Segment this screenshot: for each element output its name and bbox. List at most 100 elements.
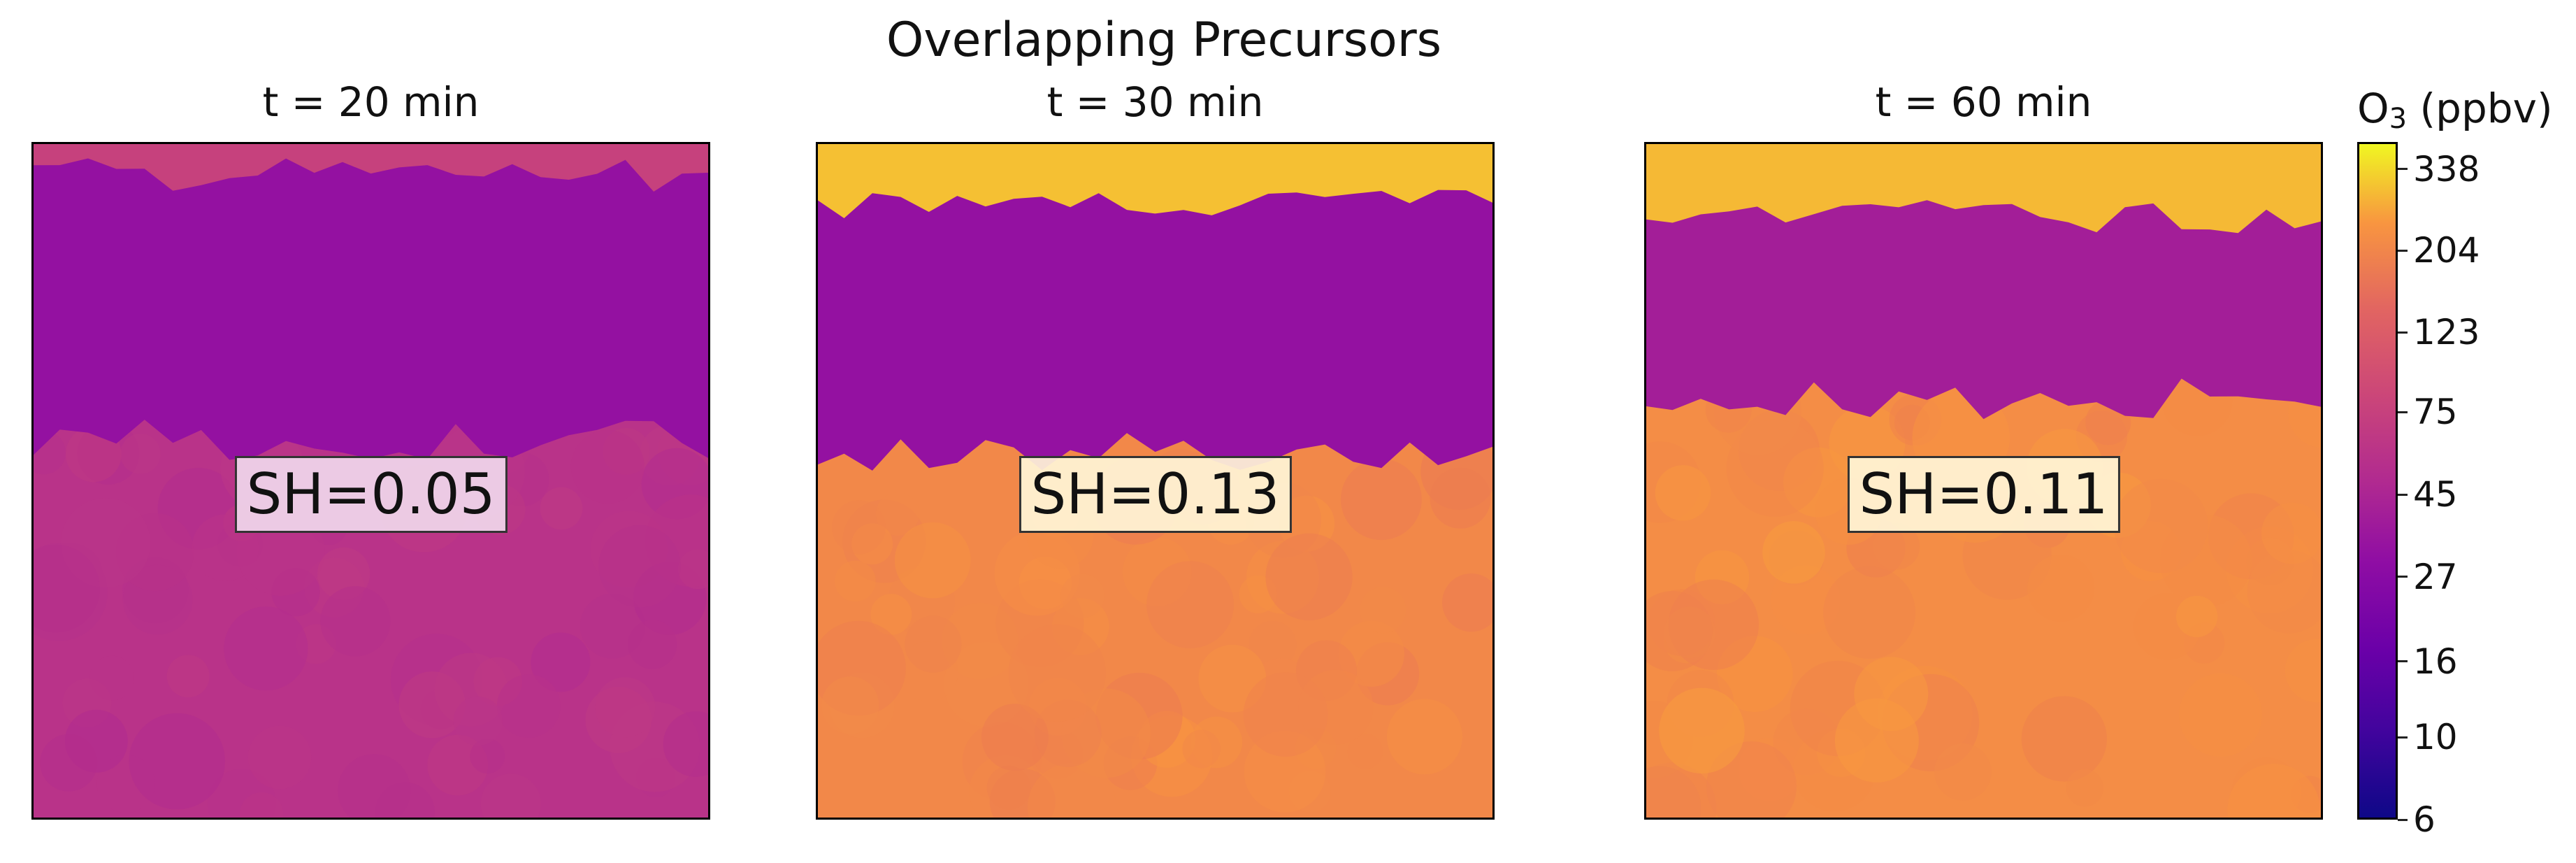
polluted-band-region [816, 190, 1495, 471]
texture-blob [540, 487, 583, 530]
texture-blob [1441, 573, 1495, 632]
texture-blob [1008, 624, 1106, 722]
texture-blob [247, 725, 312, 790]
colorbar-gradient [2357, 142, 2398, 820]
heatmap-panel-2: SH=0.13 [816, 142, 1495, 820]
texture-blob [821, 676, 879, 734]
texture-blob [40, 734, 98, 792]
texture-blob [470, 738, 505, 774]
texture-blob [663, 711, 710, 777]
colorbar-tick-label: 27 [2413, 556, 2458, 597]
texture-blob [2227, 764, 2320, 820]
texture-blob [89, 655, 134, 701]
sh-label-3: SH=0.11 [1847, 455, 2120, 533]
texture-blob [835, 560, 876, 602]
texture-blob [496, 674, 561, 738]
colorbar-tick-label: 10 [2413, 717, 2458, 758]
texture-blob [1340, 459, 1422, 541]
texture-blob [1934, 743, 1992, 801]
texture-blob [2021, 696, 2108, 782]
texture-blob [1386, 699, 1462, 775]
polluted-band-region [1644, 200, 2323, 420]
colorbar-tick-label: 45 [2413, 474, 2458, 515]
texture-blob [531, 632, 591, 692]
texture-blob [1243, 672, 1328, 757]
panel-frame [31, 142, 710, 820]
texture-blob [480, 773, 541, 820]
texture-blob [1027, 763, 1116, 820]
colorbar-tick-label: 6 [2413, 799, 2435, 840]
colorbar-tick [2398, 736, 2408, 739]
colorbar-tick-label: 338 [2413, 148, 2480, 190]
sh-label-1: SH=0.05 [234, 455, 508, 533]
texture-blob [870, 594, 912, 635]
texture-blob [905, 615, 962, 673]
texture-blob [1664, 606, 1716, 659]
colorbar-title-main: O [2357, 85, 2389, 132]
panel-title-2: t = 30 min [1046, 78, 1264, 126]
colorbar-title-sub: 3 [2389, 103, 2408, 135]
colorbar-frame [2357, 142, 2398, 820]
texture-blob [1360, 587, 1406, 634]
colorbar-tick [2398, 168, 2408, 171]
texture-blob [570, 429, 645, 504]
texture-blob [1823, 566, 1916, 659]
colorbar-tick [2398, 576, 2408, 578]
texture-blob [894, 522, 971, 599]
colorbar-title-unit: (ppbv) [2407, 85, 2553, 132]
texture-blob [453, 696, 503, 746]
colorbar-tick-label: 123 [2413, 312, 2480, 353]
texture-blob [2027, 554, 2095, 622]
colorbar-tick-label: 204 [2413, 230, 2480, 271]
texture-blob [166, 655, 210, 698]
texture-blob [31, 544, 100, 633]
texture-blob [129, 713, 226, 810]
colorbar-tick [2398, 493, 2408, 496]
texture-blob [831, 500, 886, 555]
colorbar-title: O3 (ppbv) [2357, 84, 2553, 143]
texture-blob [677, 549, 710, 590]
colorbar-tick [2398, 249, 2408, 252]
colorbar-tick [2398, 660, 2408, 663]
panel-title-3: t = 60 min [1875, 78, 2092, 126]
texture-blob [1873, 522, 1920, 570]
colorbar-tick [2398, 411, 2408, 413]
panel-title-1: t = 20 min [262, 78, 480, 126]
texture-blob [2179, 673, 2263, 757]
texture-blob [1655, 465, 1711, 521]
texture-blob [2113, 478, 2208, 573]
texture-blob [1762, 521, 1825, 584]
heatmap-panel-1-plot [31, 142, 710, 820]
texture-blob [2284, 639, 2323, 703]
texture-blob [1430, 467, 1491, 529]
colorbar-tick [2398, 818, 2408, 821]
panel-frame [1644, 142, 2323, 820]
colorbar-tick-label: 16 [2413, 641, 2458, 682]
colorbar [2357, 142, 2398, 820]
texture-blob [1347, 733, 1383, 769]
heatmap-panel-3: SH=0.11 [1644, 142, 2323, 820]
texture-blob [2261, 502, 2323, 564]
texture-blob [595, 677, 656, 738]
texture-blob [224, 606, 308, 691]
texture-blob [598, 525, 681, 608]
texture-blob [876, 492, 919, 536]
texture-blob [2175, 595, 2218, 638]
colorbar-tick-label: 75 [2413, 392, 2458, 433]
texture-blob [1248, 620, 1297, 669]
texture-blob [2066, 769, 2104, 807]
texture-blob [986, 765, 1031, 810]
texture-blob [1854, 657, 1929, 732]
texture-blob [628, 620, 677, 669]
texture-blob [66, 426, 122, 483]
texture-blob [1644, 766, 1701, 820]
heatmap-panel-1: SH=0.05 [31, 142, 710, 820]
texture-blob [981, 704, 1049, 771]
texture-blob [1146, 561, 1235, 649]
texture-blob [1265, 533, 1353, 621]
texture-blob [240, 792, 284, 820]
texture-blob [1659, 687, 1745, 774]
sh-label-2: SH=0.13 [1019, 455, 1292, 533]
texture-blob [320, 586, 391, 657]
